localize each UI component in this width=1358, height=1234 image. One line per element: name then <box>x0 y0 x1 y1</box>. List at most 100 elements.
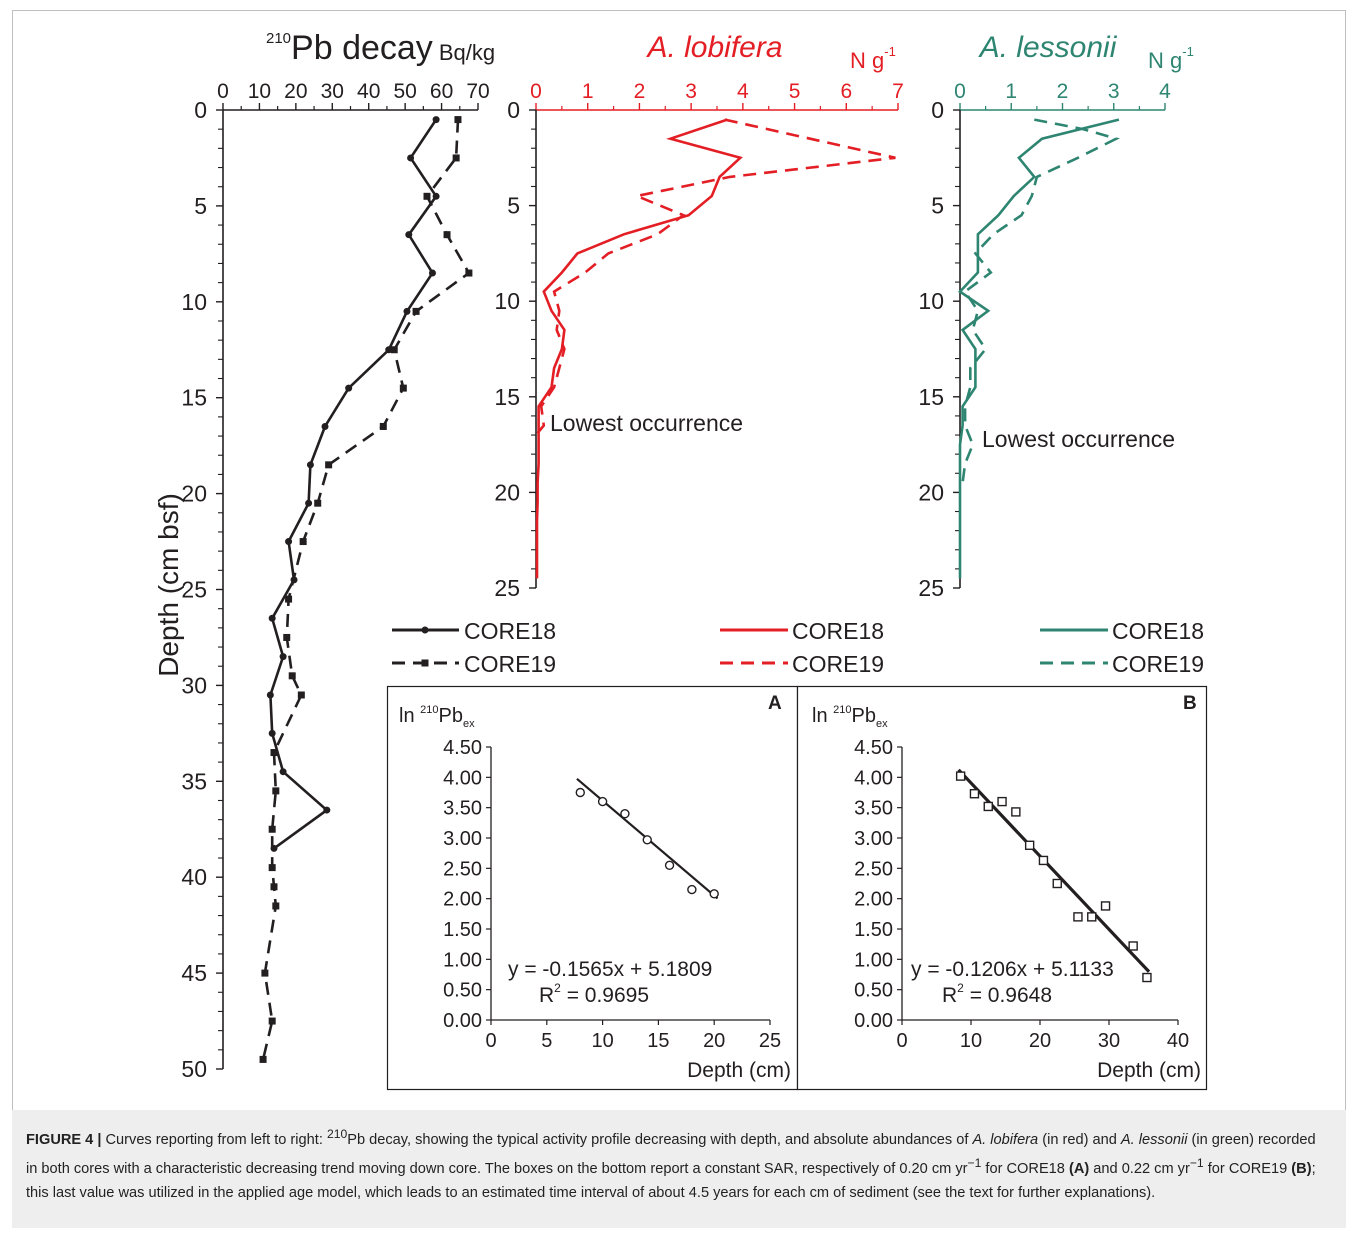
inset-a-r2: R2 = 0.9695 <box>539 981 649 1007</box>
lobifera-depth-tick-label: 20 <box>494 479 520 505</box>
inset-a-y-tick-label: 4.00 <box>443 767 482 789</box>
inset-b-r2-prefix: R <box>942 984 957 1007</box>
inset-b-y-tick-label: 1.00 <box>854 949 893 971</box>
legend-black-solid-label: CORE18 <box>464 618 556 644</box>
inset-b-ylabel-sup: 210 <box>833 704 851 716</box>
lessonii-depth-tick-label: 0 <box>931 97 944 123</box>
lobifera-title: A. lobifera <box>645 31 782 64</box>
lessonii-unit-main: N g <box>1148 48 1182 73</box>
inset-b-r2: R2 = 0.9648 <box>942 981 1052 1007</box>
inset-b-y-tick-label: 2.00 <box>854 889 893 911</box>
inset-b-point <box>1052 878 1062 889</box>
pb-x-tick-label: 30 <box>321 80 344 103</box>
pb-core18-point <box>285 538 293 546</box>
inset-a-ylabel-prefix: ln <box>399 705 420 727</box>
pb210-decay-panel: 210Pb decay Bq/kg Depth (cm bsf) 0 10 20 30… <box>153 29 495 1082</box>
lessonii-core18-line <box>958 118 1120 579</box>
pb-core19-point <box>443 231 451 239</box>
inset-b-ylabel: ln 210Pbex <box>812 704 888 730</box>
lobifera-depth-tick-label: 5 <box>507 193 520 219</box>
lobifera-core19-line <box>534 118 896 436</box>
inset-a-xlabel: Depth (cm) <box>687 1059 791 1082</box>
caption-species-2: A. lessonii <box>1120 1131 1188 1148</box>
legend-black: CORE18 CORE19 <box>392 618 556 677</box>
inset-b-equation: y = -0.1206x + 5.1133 <box>911 958 1114 981</box>
pb-core18-point <box>266 691 274 699</box>
inset-b-y-tick-label: 0.00 <box>854 1010 893 1032</box>
pb-core18-point <box>403 307 411 315</box>
pb-core18-point <box>432 192 440 200</box>
inset-a-y-tick-label: 4.50 <box>443 737 482 759</box>
pb-depth-tick-label: 25 <box>181 577 207 603</box>
pb-x-tick-label: 50 <box>393 80 416 103</box>
inset-b-x-tick-label: 20 <box>1029 1030 1051 1052</box>
inset-a-y-tick-label: 2.00 <box>443 889 482 911</box>
inset-a-ylabel-sup: 210 <box>420 704 438 716</box>
inset-b-y-tick-label: 2.50 <box>854 858 893 880</box>
lessonii-depth-tick-label: 20 <box>918 479 944 505</box>
pb-depth-tick-label: 5 <box>194 193 207 219</box>
inset-b-point <box>969 789 980 799</box>
pb-core18-point <box>323 806 331 814</box>
inset-a-ylabel-main: Pb <box>438 705 462 727</box>
inset-a-y-tick-label: 0.50 <box>443 980 482 1002</box>
a-lobifera-panel: A. lobifera N g-1 0 1 2 3 4 5 6 7 0 5 10 15 20 25 Low… <box>494 31 903 601</box>
figure-caption: FIGURE 4 | Curves reporting from left to… <box>26 1123 1331 1205</box>
pb-core18-point <box>432 116 440 124</box>
inset-a-y-tick-label: 3.00 <box>443 828 482 850</box>
pb-x-tick-label: 40 <box>357 80 380 103</box>
inset-a-point <box>597 796 608 807</box>
pb-core19-point <box>272 787 280 795</box>
pb-core19-point <box>325 461 333 469</box>
lobifera-x-tick-label: 3 <box>685 80 697 103</box>
inset-b-y-tick-label: 1.50 <box>854 919 893 941</box>
lessonii-depth-tick-label: 5 <box>931 193 944 219</box>
inset-b-point <box>997 796 1007 807</box>
inset-a-label: A <box>768 693 782 714</box>
legend-red: CORE18 CORE19 <box>720 618 884 677</box>
pb-core19-point <box>314 499 322 507</box>
inset-b-ylabel-prefix: ln <box>812 705 833 727</box>
inset-a-frame <box>386 685 799 1091</box>
lobifera-x-tick-label: 4 <box>737 80 749 103</box>
lobifera-core18-line <box>535 118 743 579</box>
inset-b-x-tick-label: 40 <box>1167 1030 1189 1052</box>
pb-core18-point <box>345 384 353 392</box>
pb-x-tick-label: 20 <box>284 80 307 103</box>
caption-text-5: for CORE18 <box>981 1161 1069 1178</box>
lobifera-lowest-occurrence: Lowest occurrence <box>550 410 743 436</box>
inset-b-r2-value: = 0.9648 <box>964 984 1052 1007</box>
caption-text-3: (in red) and <box>1038 1131 1121 1148</box>
legend: CORE18 CORE19 CORE18 CORE19 CORE18 CORE1… <box>392 618 1204 677</box>
lessonii-unit-sup: -1 <box>1182 44 1194 59</box>
pb-core19-point <box>259 1055 267 1063</box>
pb-core19-point <box>399 384 407 392</box>
inset-a-ylabel: ln 210Pbex <box>399 704 475 730</box>
inset-a-equation: y = -0.1565x + 5.1809 <box>508 958 712 981</box>
pb-core19-point <box>270 883 278 891</box>
pb-core18-point <box>305 499 313 507</box>
lessonii-unit: N g-1 <box>1148 44 1194 73</box>
inset-b-point <box>1100 901 1111 911</box>
inset-a-x-tick-label: 25 <box>759 1030 781 1052</box>
pb-core18-point <box>279 653 287 661</box>
caption-sup-210: 210 <box>326 1127 348 1141</box>
legend-green-solid-label: CORE18 <box>1112 618 1204 644</box>
inset-a-x-tick-label: 10 <box>591 1030 613 1052</box>
pb-core19-point <box>390 346 398 354</box>
inset-a-ylabel-sub: ex <box>463 718 475 730</box>
pb-depth-tick-label: 20 <box>181 481 207 507</box>
caption-text-4: (in green) recorded in both cores with a… <box>26 1131 1316 1178</box>
pb-core19-point <box>423 192 431 200</box>
pb-core18-point <box>268 729 276 737</box>
lobifera-x-tick-label: 6 <box>840 80 852 103</box>
caption-sup-m1a: −1 <box>967 1156 982 1171</box>
lessonii-x-tick-label: 0 <box>954 80 966 103</box>
pb-title-main: Pb decay <box>291 29 433 67</box>
pb-title-sup: 210 <box>266 30 291 47</box>
lobifera-unit: N g-1 <box>850 44 896 73</box>
inset-b-point <box>1024 840 1035 850</box>
lobifera-x-tick-label: 0 <box>530 80 542 103</box>
inset-a-y-tick-label: 2.50 <box>443 858 482 880</box>
